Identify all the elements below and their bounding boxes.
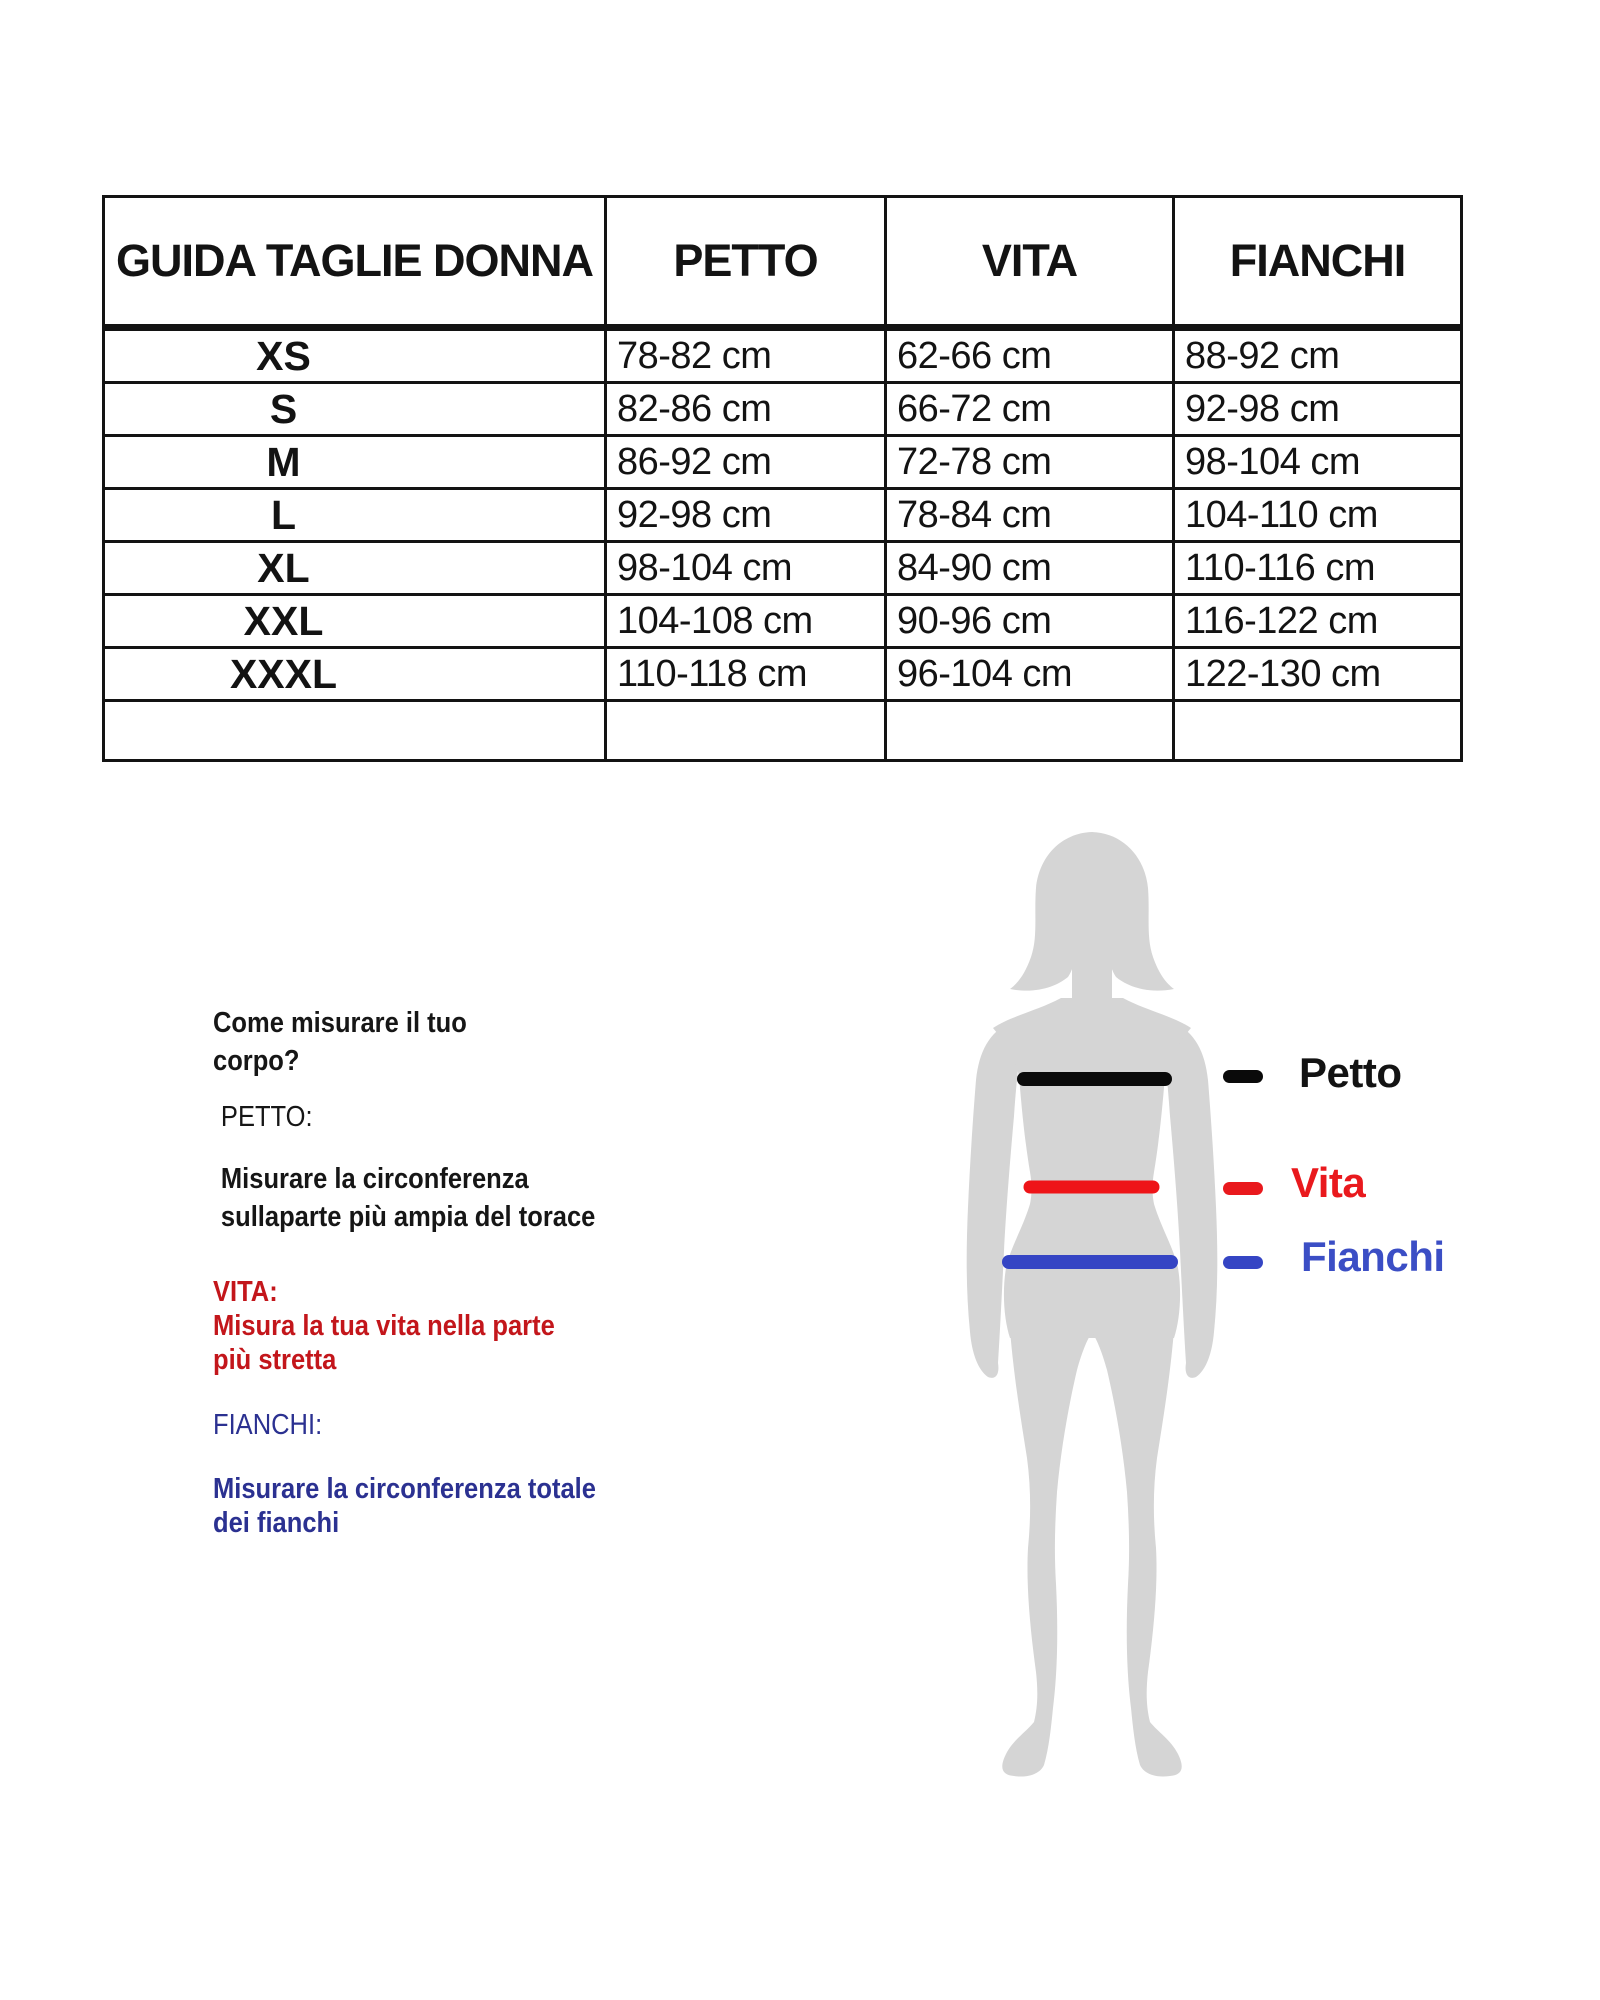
fianchi-value-cell: 88-92 cm: [1172, 326, 1463, 384]
table-row-m: M 86-92 cm 72-78 cm 98-104 cm: [102, 434, 1463, 490]
table-title-header: GUIDA TAGLIE DONNA: [102, 195, 607, 331]
legend-item-fianchi: Fianchi: [1223, 1234, 1445, 1280]
table-header-row: GUIDA TAGLIE DONNA PETTO VITA FIANCHI: [102, 195, 1463, 331]
vita-section-text: Misura la tua vita nella parte: [213, 1310, 555, 1342]
vita-value-cell: 84-90 cm: [884, 540, 1175, 596]
petto-value-cell: 86-92 cm: [604, 434, 887, 490]
left-arm: [966, 1022, 1023, 1378]
column-header-fianchi: FIANCHI: [1172, 195, 1463, 331]
table-row-xxxl: XXXL 110-118 cm 96-104 cm 122-130 cm: [102, 646, 1463, 702]
head-and-hair: [1010, 832, 1174, 991]
fianchi-section-text: dei fianchi: [213, 1507, 340, 1539]
instructions-title-line: corpo?: [213, 1045, 300, 1077]
vita-value-cell: 66-72 cm: [884, 381, 1175, 437]
petto-section-text: sullaparte più ampia del torace: [220, 1201, 596, 1233]
fianchi-section-label: FIANCHI:: [213, 1409, 323, 1441]
vita-value-cell: 72-78 cm: [884, 434, 1175, 490]
neck: [1072, 928, 1112, 1008]
fianchi-value-cell: 98-104 cm: [1172, 434, 1463, 490]
instructions-title-line: Come misurare il tuo: [213, 1007, 467, 1039]
size-label-cell: M: [102, 434, 607, 490]
fianchi-value-cell: 92-98 cm: [1172, 381, 1463, 437]
petto-legend-label: Petto: [1299, 1049, 1402, 1096]
petto-value-cell: [604, 699, 887, 762]
vita-value-cell: 62-66 cm: [884, 326, 1175, 384]
size-label-cell: XS: [102, 326, 607, 384]
legend-item-vita: Vita: [1223, 1159, 1366, 1206]
petto-section-text: Misurare la circonferenza: [220, 1163, 529, 1195]
fianchi-legend-dash: [1223, 1256, 1263, 1269]
table-row-empty: [102, 699, 1463, 762]
legend-item-petto: Petto: [1223, 1050, 1402, 1096]
vita-value-cell: [884, 699, 1175, 762]
petto-value-cell: 98-104 cm: [604, 540, 887, 596]
size-label-cell: L: [102, 487, 607, 543]
vita-legend-label: Vita: [1291, 1159, 1366, 1206]
fianchi-value-cell: 110-116 cm: [1172, 540, 1463, 596]
size-table: GUIDA TAGLIE DONNA PETTO VITA FIANCHI XS…: [102, 195, 1463, 762]
vita-value-cell: 90-96 cm: [884, 593, 1175, 649]
fianchi-legend-label: Fianchi: [1301, 1233, 1445, 1280]
petto-legend-dash: [1223, 1070, 1263, 1083]
fianchi-section-text: Misurare la circonferenza totale: [213, 1473, 596, 1505]
fianchi-value-cell: 104-110 cm: [1172, 487, 1463, 543]
right-arm: [1161, 1022, 1218, 1378]
fianchi-value-cell: 116-122 cm: [1172, 593, 1463, 649]
measuring-instructions: Come misurare il tuo corpo? PETTO: Misur…: [213, 1006, 759, 1566]
petto-value-cell: 78-82 cm: [604, 326, 887, 384]
size-label-cell: XL: [102, 540, 607, 596]
petto-value-cell: 104-108 cm: [604, 593, 887, 649]
fianchi-value-cell: 122-130 cm: [1172, 646, 1463, 702]
petto-section-label: PETTO:: [220, 1101, 313, 1133]
table-row-xxl: XXL 104-108 cm 90-96 cm 116-122 cm: [102, 593, 1463, 649]
fianchi-value-cell: [1172, 699, 1463, 762]
column-header-vita: VITA: [884, 195, 1175, 331]
size-label-cell: [102, 699, 607, 762]
female-body-silhouette: [966, 832, 1218, 1777]
table-row-xs: XS 78-82 cm 62-66 cm 88-92 cm: [102, 326, 1463, 384]
petto-value-cell: 110-118 cm: [604, 646, 887, 702]
petto-value-cell: 92-98 cm: [604, 487, 887, 543]
vita-section-text: più stretta: [213, 1344, 337, 1376]
size-label-cell: S: [102, 381, 607, 437]
table-row-s: S 82-86 cm 66-72 cm 92-98 cm: [102, 381, 1463, 437]
vita-value-cell: 96-104 cm: [884, 646, 1175, 702]
vita-value-cell: 78-84 cm: [884, 487, 1175, 543]
table-row-xl: XL 98-104 cm 84-90 cm 110-116 cm: [102, 540, 1463, 596]
left-leg: [1002, 1330, 1091, 1777]
vita-section-label: VITA:: [213, 1276, 278, 1308]
size-label-cell: XXL: [102, 593, 607, 649]
table-row-l: L 92-98 cm 78-84 cm 104-110 cm: [102, 487, 1463, 543]
column-header-petto: PETTO: [604, 195, 887, 331]
size-label-cell: XXXL: [102, 646, 607, 702]
right-leg: [1093, 1330, 1182, 1777]
vita-legend-dash: [1223, 1182, 1263, 1195]
torso: [993, 998, 1191, 1338]
petto-value-cell: 82-86 cm: [604, 381, 887, 437]
